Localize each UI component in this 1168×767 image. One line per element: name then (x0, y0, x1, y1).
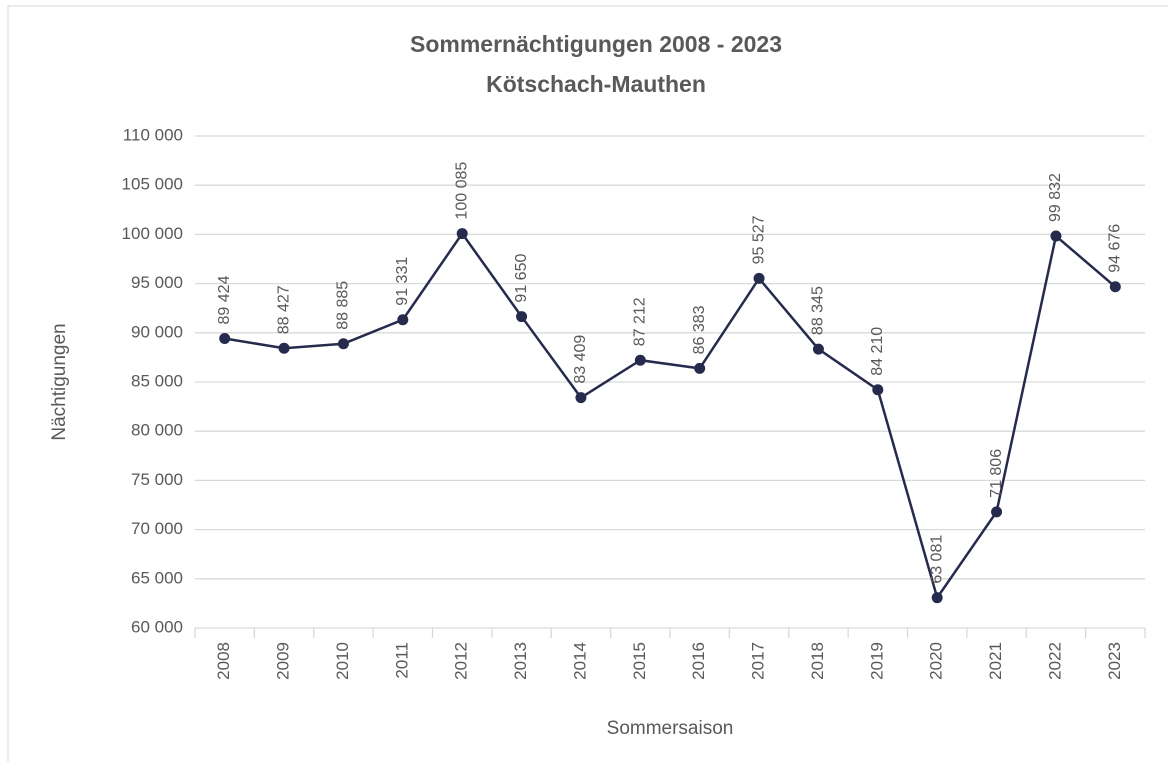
x-tick-label: 2010 (333, 642, 352, 680)
y-tick-label: 75 000 (131, 470, 183, 489)
y-tick-label: 105 000 (122, 175, 183, 194)
x-tick-label: 2022 (1045, 642, 1064, 680)
point (1050, 230, 1062, 242)
data-label: 88 427 (275, 285, 292, 334)
y-tick-label: 110 000 (123, 125, 183, 144)
data-label: 91 331 (394, 257, 411, 306)
y-tick-label: 65 000 (131, 568, 183, 587)
point (1109, 281, 1121, 293)
data-label: 87 212 (632, 297, 649, 346)
x-tick-label: 2020 (927, 642, 946, 680)
data-label: 94 676 (1107, 224, 1124, 273)
data-label: 89 424 (216, 275, 233, 324)
x-tick-label: 2018 (808, 642, 827, 680)
point (456, 228, 468, 240)
point (812, 343, 824, 355)
data-label: 63 081 (928, 535, 945, 584)
point (219, 332, 231, 344)
point (397, 314, 409, 326)
y-axis-label: Nächtigungen (49, 323, 70, 440)
data-label: 95 527 (750, 215, 767, 264)
x-tick-label: 2017 (749, 642, 768, 680)
point (753, 272, 765, 284)
y-tick-label: 90 000 (131, 322, 183, 341)
y-tick-label: 100 000 (122, 224, 183, 243)
y-tick-label: 95 000 (131, 273, 183, 292)
x-tick-label: 2008 (214, 642, 233, 680)
point (337, 338, 349, 350)
data-label: 71 806 (988, 449, 1005, 498)
point (516, 311, 528, 323)
chart-subtitle: Kötschach-Mauthen (486, 71, 706, 97)
x-tick-label: 2011 (392, 642, 411, 679)
data-label: 100 085 (453, 162, 470, 220)
point (575, 392, 587, 404)
point (278, 342, 290, 354)
point (872, 384, 884, 396)
line (224, 231, 1117, 601)
x-tick-label: 2019 (867, 642, 886, 680)
x-tick-label: 2015 (630, 642, 649, 680)
y-tick-label: 80 000 (131, 421, 183, 440)
x-tick-label: 2009 (274, 642, 293, 680)
y-tick-label: 85 000 (131, 371, 183, 390)
point (991, 506, 1003, 518)
point (694, 362, 706, 374)
x-tick-label: 2012 (452, 642, 471, 680)
point (931, 592, 943, 604)
x-tick-label: 2014 (570, 642, 589, 680)
data-label: 88 345 (810, 286, 827, 335)
data-label: 88 885 (335, 281, 352, 330)
chart-title: Sommernächtigungen 2008 - 2023 (410, 31, 782, 57)
data-label: 91 650 (513, 254, 530, 303)
point (634, 354, 646, 366)
data-label: 84 210 (869, 327, 886, 376)
chart-frame (7, 5, 1168, 767)
x-tick-label: 2016 (689, 642, 708, 680)
y-tick-label: 70 000 (131, 519, 183, 538)
y-tick-label: 60 000 (131, 617, 183, 636)
x-tick-label: 2013 (511, 642, 530, 680)
data-label: 83 409 (572, 335, 589, 384)
x-tick-label: 2021 (986, 642, 1005, 680)
x-tick-label: 2023 (1105, 642, 1124, 680)
data-label: 99 832 (1047, 173, 1064, 222)
x-axis-label: Sommersaison (607, 718, 734, 739)
data-label: 86 383 (691, 305, 708, 354)
